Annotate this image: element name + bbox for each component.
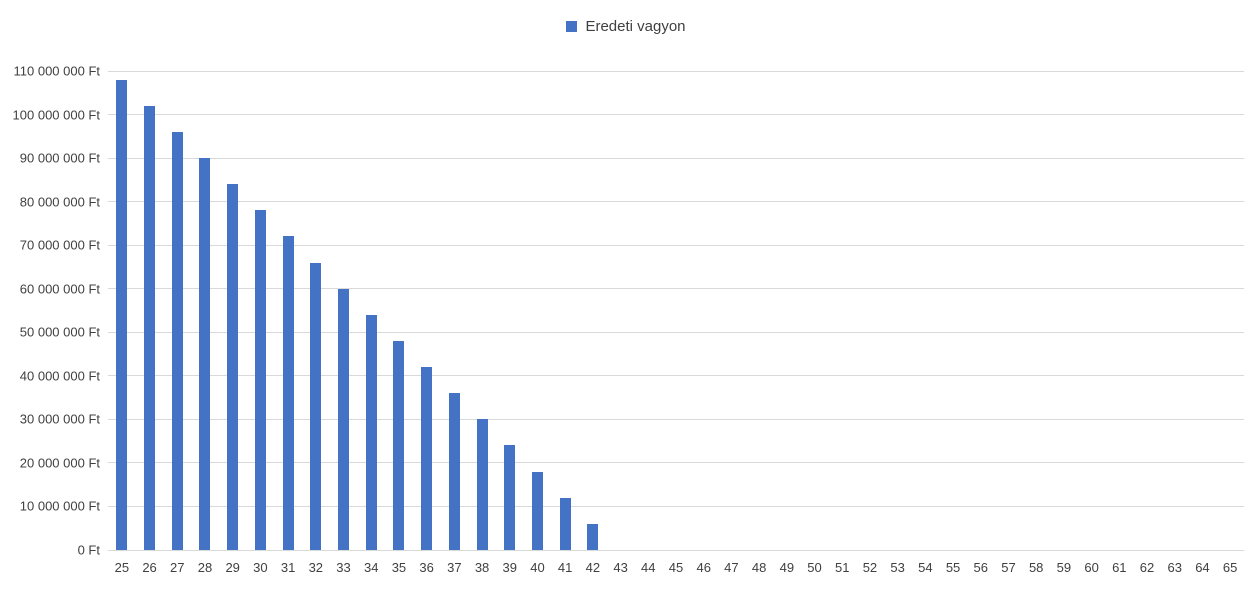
x-tick-label: 28: [197, 560, 213, 575]
x-tick-label: 34: [363, 560, 379, 575]
bar-age-40[interactable]: [531, 471, 543, 550]
x-tick-label: 54: [918, 560, 933, 575]
x-tick-label: 38: [474, 560, 490, 575]
bar-age-26[interactable]: [144, 105, 156, 550]
legend[interactable]: Eredeti vagyon: [0, 18, 1252, 35]
y-tick-label: 10 000 000 Ft: [19, 498, 100, 514]
gridline: [108, 331, 1244, 333]
bar-age-36[interactable]: [421, 367, 433, 550]
x-tick-label: 50: [807, 560, 822, 575]
x-tick-label: 32: [308, 560, 324, 575]
x-tick-label: 56: [973, 560, 988, 575]
legend-marker-icon: [566, 21, 578, 32]
gridline: [108, 549, 1244, 551]
x-tick-label: 46: [696, 560, 711, 575]
bar-age-33[interactable]: [338, 288, 349, 550]
x-tick-label: 37: [447, 560, 462, 575]
x-tick-label: 31: [280, 560, 296, 575]
x-tick-label: 33: [336, 560, 351, 575]
x-tick-label: 45: [668, 560, 684, 575]
x-tick-label: 60: [1084, 560, 1099, 575]
x-tick-label: 42: [585, 560, 601, 575]
x-tick-label: 65: [1222, 560, 1238, 575]
x-tick-label: 36: [419, 560, 434, 575]
x-tick-label: 63: [1167, 560, 1182, 575]
bar-age-28[interactable]: [199, 158, 211, 550]
gridline: [108, 505, 1244, 507]
x-tick-label: 41: [557, 560, 573, 575]
x-tick-label: 49: [779, 560, 795, 575]
gridline: [108, 70, 1244, 72]
y-tick-label: 70 000 000 Ft: [19, 237, 100, 253]
plot-area: [108, 70, 1244, 551]
x-axis: 25 26 27 28 29 30 31 32 33 34 35 36 37 38 39 40 41 42 43 44…: [108, 560, 1244, 580]
bar-age-27[interactable]: [171, 131, 183, 550]
x-tick-label: 26: [142, 560, 157, 575]
x-tick-label: 35: [391, 560, 407, 575]
gridline: [108, 462, 1244, 464]
bar-age-29[interactable]: [227, 184, 239, 550]
gridline: [108, 157, 1244, 159]
y-tick-label: 0 Ft: [77, 542, 100, 558]
x-tick-label: 48: [751, 560, 767, 575]
x-tick-label: 47: [724, 560, 739, 575]
gridline: [108, 418, 1244, 420]
bar-age-38[interactable]: [476, 419, 488, 550]
bar-age-35[interactable]: [393, 340, 405, 550]
gridline: [108, 114, 1244, 116]
y-axis: 0 Ft 10 000 000 Ft 20 000 000 Ft 30 000 000…: [0, 0, 100, 595]
legend-label: Eredeti vagyon: [585, 18, 686, 35]
y-tick-label: 30 000 000 Ft: [19, 411, 100, 427]
y-tick-label: 20 000 000 Ft: [19, 455, 100, 471]
y-tick-label: 60 000 000 Ft: [19, 281, 100, 297]
bar-age-32[interactable]: [310, 262, 322, 550]
bar-age-39[interactable]: [504, 445, 516, 550]
gridline: [108, 201, 1244, 203]
bar-age-41[interactable]: [559, 497, 571, 550]
bar-age-25[interactable]: [116, 79, 128, 550]
bar-age-34[interactable]: [365, 314, 377, 550]
x-tick-label: 59: [1056, 560, 1072, 575]
x-tick-label: 27: [170, 560, 185, 575]
gridline: [108, 244, 1244, 246]
y-tick-label: 110 000 000 Ft: [13, 63, 101, 79]
y-tick-label: 90 000 000 Ft: [19, 150, 100, 166]
gridline: [108, 375, 1244, 377]
bar-age-42[interactable]: [587, 523, 599, 550]
bar-age-31[interactable]: [282, 236, 294, 550]
bar-age-30[interactable]: [254, 210, 266, 550]
x-tick-label: 25: [114, 560, 130, 575]
x-tick-label: 64: [1195, 560, 1210, 575]
x-tick-label: 62: [1139, 560, 1155, 575]
y-tick-label: 80 000 000 Ft: [19, 194, 100, 210]
gridline: [108, 288, 1244, 290]
x-tick-label: 30: [253, 560, 268, 575]
y-tick-label: 100 000 000 Ft: [12, 107, 100, 123]
x-tick-label: 40: [530, 560, 545, 575]
x-tick-label: 39: [502, 560, 517, 575]
x-tick-label: 52: [862, 560, 878, 575]
x-tick-label: 57: [1001, 560, 1016, 575]
x-tick-label: 44: [641, 560, 656, 575]
bar-age-37[interactable]: [448, 393, 460, 550]
y-tick-label: 40 000 000 Ft: [19, 368, 100, 384]
x-tick-label: 43: [613, 560, 628, 575]
x-tick-label: 58: [1028, 560, 1044, 575]
y-tick-label: 50 000 000 Ft: [19, 324, 100, 340]
x-tick-label: 51: [835, 560, 850, 575]
x-tick-label: 29: [225, 560, 240, 575]
x-tick-label: 61: [1112, 560, 1127, 575]
x-tick-label: 53: [890, 560, 905, 575]
x-tick-label: 55: [945, 560, 961, 575]
